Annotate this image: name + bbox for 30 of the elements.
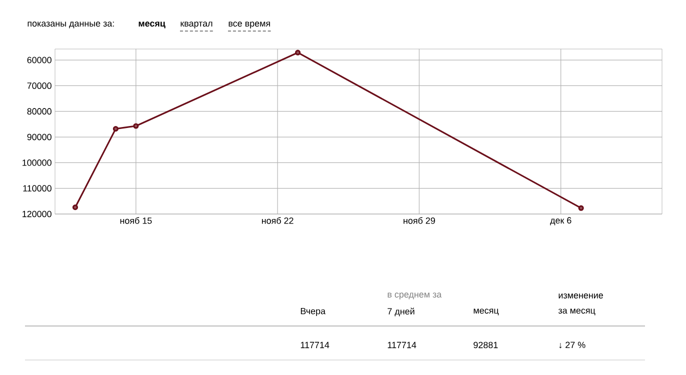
y-tick-label: 120000 — [22, 210, 52, 218]
y-tick-label: 60000 — [27, 56, 52, 64]
text: ↓ 27 % — [559, 342, 586, 348]
text: месяц — [474, 308, 499, 316]
text: все время — [228, 22, 270, 28]
point — [578, 205, 584, 211]
x-tick-label: дек 6 — [550, 217, 572, 226]
text: в среднем за — [388, 292, 442, 300]
x-tick-label: нояб 22 — [262, 217, 294, 224]
point — [133, 123, 139, 129]
x-tick-label: нояб 15 — [120, 217, 152, 224]
point — [112, 126, 118, 132]
text: показаны данные за: — [28, 22, 114, 28]
point — [295, 50, 301, 56]
point — [72, 204, 78, 210]
text: 117714 — [388, 342, 416, 348]
y-tick-label: 70000 — [27, 82, 52, 89]
y-tick-label: 100000 — [22, 160, 52, 166]
text: за месяц — [558, 308, 596, 316]
x-tick-label: нояб 29 — [404, 217, 435, 224]
y-tick-label: 80000 — [27, 108, 52, 115]
y-tick-label: 110000 — [23, 185, 52, 192]
text: Вчера — [300, 308, 326, 316]
text: изменение — [558, 294, 603, 298]
text: месяц — [138, 22, 166, 28]
text: 92881 — [474, 342, 498, 348]
text: 7 дней — [388, 308, 414, 316]
y-tick-label: 90000 — [27, 134, 52, 140]
text: 117714 — [300, 342, 330, 348]
text: квартал — [180, 22, 212, 28]
